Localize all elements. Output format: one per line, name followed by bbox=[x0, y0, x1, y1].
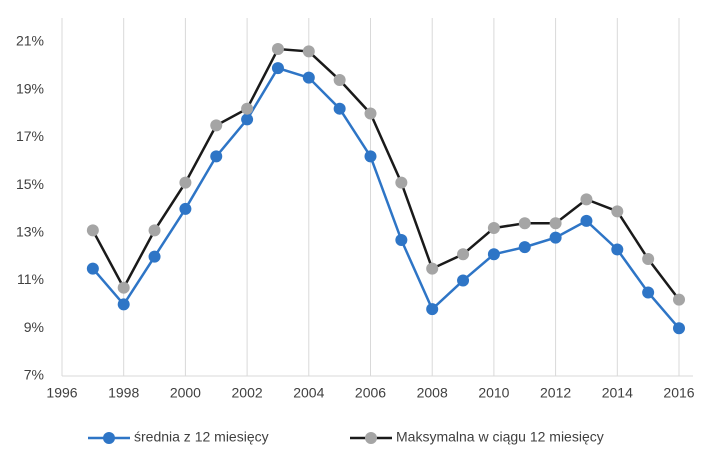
x-tick-label: 2004 bbox=[293, 385, 324, 401]
x-tick-label: 2010 bbox=[478, 385, 509, 401]
x-tick-label: 2002 bbox=[232, 385, 263, 401]
x-tick-label: 2000 bbox=[170, 385, 201, 401]
data-point bbox=[395, 233, 408, 246]
data-point bbox=[179, 176, 192, 189]
data-point bbox=[210, 119, 223, 132]
data-point bbox=[86, 262, 99, 275]
data-point bbox=[580, 214, 593, 227]
x-tick-label: 2006 bbox=[355, 385, 386, 401]
data-point bbox=[611, 205, 624, 218]
data-point bbox=[457, 274, 470, 287]
data-point bbox=[364, 107, 377, 120]
legend-label: Maksymalna w ciągu 12 miesięcy bbox=[396, 429, 604, 445]
x-tick-label: 2014 bbox=[602, 385, 633, 401]
data-point bbox=[117, 281, 130, 294]
data-point bbox=[86, 224, 99, 237]
data-point bbox=[673, 322, 685, 335]
data-point bbox=[364, 150, 377, 163]
data-point bbox=[549, 231, 562, 244]
legend-marker bbox=[103, 432, 115, 444]
data-point bbox=[395, 176, 408, 189]
y-tick-label: 9% bbox=[24, 319, 44, 335]
legend-label: średnia z 12 miesięcy bbox=[134, 429, 269, 445]
data-point bbox=[333, 74, 346, 87]
data-point bbox=[271, 62, 284, 75]
data-point bbox=[210, 150, 223, 163]
data-point bbox=[148, 224, 161, 237]
data-point bbox=[549, 217, 562, 230]
data-point bbox=[518, 217, 531, 230]
y-tick-label: 7% bbox=[24, 367, 44, 383]
y-tick-label: 13% bbox=[16, 224, 44, 240]
y-tick-label: 15% bbox=[16, 176, 44, 192]
y-tick-label: 11% bbox=[17, 271, 44, 287]
x-tick-label: 1998 bbox=[108, 385, 139, 401]
x-tick-label: 2016 bbox=[663, 385, 694, 401]
legend-marker bbox=[365, 432, 377, 444]
data-point bbox=[611, 243, 624, 256]
data-point bbox=[302, 45, 315, 58]
data-point bbox=[241, 102, 254, 115]
series-line bbox=[91, 47, 680, 301]
data-point bbox=[117, 298, 130, 311]
data-point bbox=[302, 71, 315, 84]
data-point bbox=[179, 202, 192, 215]
data-point bbox=[333, 102, 346, 115]
y-tick-label: 21% bbox=[16, 33, 44, 49]
data-point bbox=[426, 262, 439, 275]
data-point bbox=[642, 253, 655, 266]
data-point bbox=[457, 248, 470, 261]
data-point bbox=[642, 286, 655, 299]
y-tick-label: 19% bbox=[16, 80, 44, 96]
data-point bbox=[518, 241, 531, 254]
data-point bbox=[426, 303, 439, 316]
data-point bbox=[487, 248, 500, 261]
x-tick-label: 1996 bbox=[46, 385, 77, 401]
x-tick-label: 2012 bbox=[540, 385, 571, 401]
data-point bbox=[580, 193, 593, 206]
data-point bbox=[148, 250, 161, 263]
data-point bbox=[271, 43, 284, 56]
data-point bbox=[241, 113, 254, 126]
data-point bbox=[487, 222, 500, 235]
y-tick-label: 17% bbox=[16, 128, 44, 144]
x-tick-label: 2008 bbox=[417, 385, 448, 401]
data-point bbox=[673, 293, 685, 306]
